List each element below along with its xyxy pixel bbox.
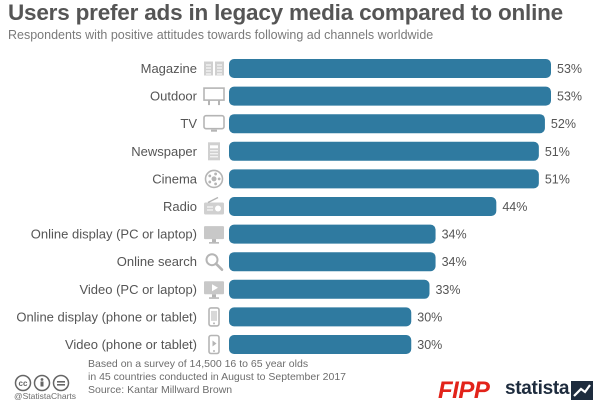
value-label: 52% <box>551 117 576 131</box>
phone-icon <box>208 307 220 327</box>
bar <box>229 279 430 299</box>
statista-mark-icon <box>571 381 593 400</box>
value-label: 30% <box>417 310 442 324</box>
bar <box>229 59 551 78</box>
survey-note: Based on a survey of 14,500 16 to 65 yea… <box>88 358 346 384</box>
category-label: Cinema <box>152 171 198 186</box>
category-label: Radio <box>163 199 197 214</box>
film-reel-icon <box>204 169 224 189</box>
category-label: TV <box>180 116 197 131</box>
fipp-logo: FIPP <box>438 377 490 404</box>
bar <box>229 86 551 106</box>
category-label: Video (phone or tablet) <box>65 337 197 352</box>
bar <box>229 335 412 354</box>
svg-text:cc: cc <box>19 379 28 388</box>
value-label: 53% <box>557 90 582 104</box>
value-label: 51% <box>545 145 570 159</box>
bar <box>229 252 436 272</box>
monitor-icon <box>204 226 224 244</box>
value-label: 34% <box>442 228 467 242</box>
radio-icon <box>204 196 224 215</box>
creative-commons-icon: cc <box>14 374 70 392</box>
bar <box>229 141 539 161</box>
tv-icon <box>203 114 225 132</box>
source-text: Source: Kantar Millward Brown <box>88 384 233 396</box>
bar <box>229 114 545 134</box>
category-label: Magazine <box>141 61 197 76</box>
value-label: 44% <box>502 200 527 214</box>
video-monitor-icon <box>204 281 224 299</box>
survey-note-line-1: Based on a survey of 14,500 16 to 65 yea… <box>88 358 309 370</box>
bar <box>229 169 539 189</box>
category-label: Newspaper <box>131 144 197 159</box>
phone-video-icon <box>208 334 220 355</box>
value-label: 33% <box>435 283 460 297</box>
magazine-icon <box>204 61 224 76</box>
value-label: 51% <box>545 172 570 186</box>
value-label: 34% <box>442 255 467 269</box>
category-label: Online display (phone or tablet) <box>16 309 197 324</box>
bar <box>229 307 412 327</box>
statista-handle: @StatistaCharts <box>14 391 77 401</box>
value-label: 53% <box>557 62 582 76</box>
chart-subtitle: Respondents with positive attitudes towa… <box>8 28 434 42</box>
survey-note-line-2: in 45 countries conducted in August to S… <box>88 371 347 383</box>
chart-title: Users prefer ads in legacy media compare… <box>8 0 563 25</box>
bar <box>229 224 436 244</box>
value-label: 30% <box>417 338 442 352</box>
category-label: Outdoor <box>150 89 198 104</box>
category-label: Online search <box>117 254 197 269</box>
bar <box>229 197 497 216</box>
category-label: Online display (PC or laptop) <box>31 227 197 242</box>
category-label: Video (PC or laptop) <box>79 282 197 297</box>
statista-logo: statista <box>505 378 570 399</box>
billboard-icon <box>203 87 225 106</box>
magnifier-icon <box>205 253 224 271</box>
newspaper-icon <box>208 142 220 161</box>
